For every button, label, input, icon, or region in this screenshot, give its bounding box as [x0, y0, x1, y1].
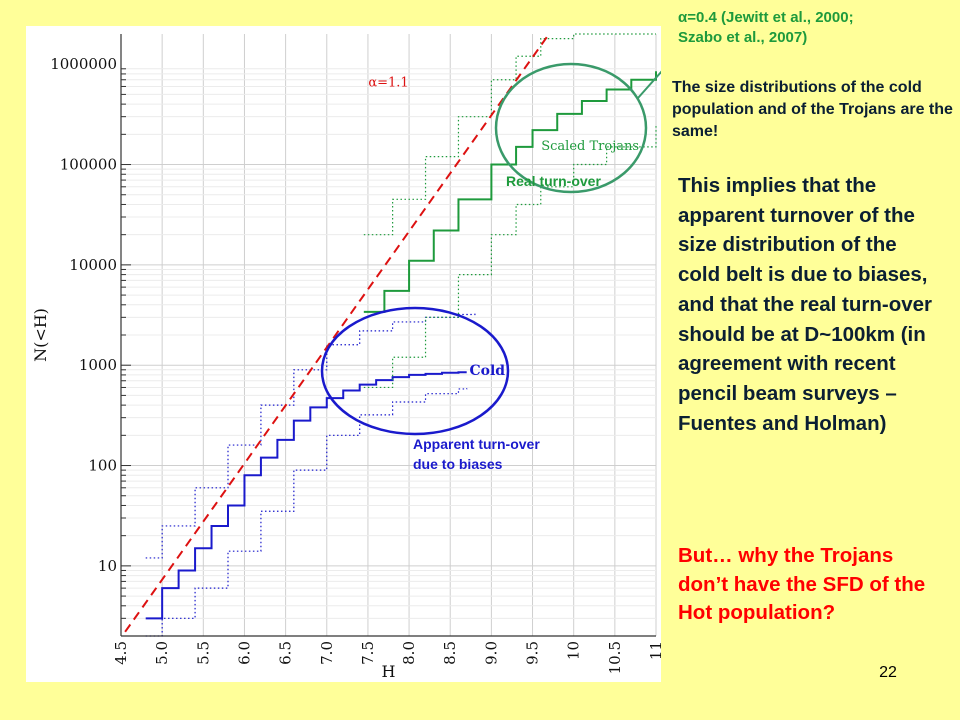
envelope-series-5 [363, 124, 657, 389]
x-tick-label: 11 [647, 641, 661, 660]
y-tick-label: 10 [98, 557, 117, 575]
y-tick-label: 100 [88, 457, 117, 475]
highlight-layer: Real turn-over Apparent turn-over due to b… [320, 62, 661, 472]
x-tick-label: 9.5 [524, 641, 542, 665]
alpha-note-line2: Szabo et al., 2007) [678, 29, 808, 46]
x-tick-label: 7.0 [318, 641, 336, 665]
alpha-note-line1: =0.4 (Jewitt et al., 2000; [687, 9, 854, 26]
same-distribution-note: The size distributions of the cold popul… [672, 79, 953, 140]
turnover-explanation: This implies that the apparent turnover … [678, 174, 933, 435]
alpha-symbol: α [678, 9, 688, 26]
envelope-series-2 [145, 388, 468, 637]
series-layer: α=1.1 Scaled Trojans Cold [124, 33, 657, 637]
x-tick-label: 4.5 [112, 641, 130, 665]
apparent-turnover-label-line1: Apparent turn-over [413, 436, 540, 452]
chart-svg: α=1.1 Scaled Trojans Cold 4.5 5.0 5.5 6.0 6.5 7… [31, 33, 661, 681]
cold-highlight-ellipse [320, 306, 510, 436]
y-tick-label: 10000 [69, 256, 117, 274]
x-tick-label: 7.5 [359, 641, 377, 665]
x-tick-label: 6.5 [277, 641, 295, 665]
trojan-highlight-ellipse [494, 62, 648, 194]
x-tick-label: 5.0 [153, 641, 171, 665]
series-1-1 [124, 33, 550, 633]
cold-label: Cold [469, 363, 505, 379]
y-tick-label: 100000 [60, 156, 117, 174]
x-tick-label: 6.0 [235, 641, 253, 665]
x-tick-label: 10 [565, 641, 583, 660]
x-tick-label: 10.5 [606, 641, 624, 674]
y-tick-label: 1000000 [50, 55, 117, 73]
alpha-citation-note: α=0.4 (Jewitt et al., 2000; Szabo et al.… [678, 8, 948, 48]
x-tick-label: 5.5 [194, 641, 212, 665]
series-scaled-trojans [363, 71, 657, 313]
envelope-series-1 [145, 313, 476, 559]
y-tick-label: 1000 [79, 356, 117, 374]
x-axis-label: H [382, 662, 396, 681]
series-cold [145, 371, 467, 620]
axis-layer: 4.5 5.0 5.5 6.0 6.5 7.0 7.5 8.0 8.5 9.0 9.5 10 10.5 1… [31, 34, 661, 681]
scaled-trojans-label: Scaled Trojans [541, 139, 639, 154]
real-turnover-label: Real turn-over [506, 173, 601, 189]
trojan-question: But… why the Trojans don’t have the SFD … [678, 544, 926, 624]
trojan-callout-line [637, 70, 661, 99]
x-tick-label: 8.5 [441, 641, 459, 665]
x-tick-label: 8.0 [400, 641, 418, 665]
grid-layer [120, 34, 657, 637]
plot-panel: α=1.1 Scaled Trojans Cold 4.5 5.0 5.5 6.0 6.5 7… [26, 26, 661, 682]
slide-number: 22 [879, 664, 897, 681]
y-axis-label: N(<H) [31, 308, 50, 362]
alpha-fit-label: α=1.1 [368, 75, 408, 90]
apparent-turnover-label-line2: due to biases [413, 456, 503, 472]
x-tick-label: 9.0 [482, 641, 500, 665]
